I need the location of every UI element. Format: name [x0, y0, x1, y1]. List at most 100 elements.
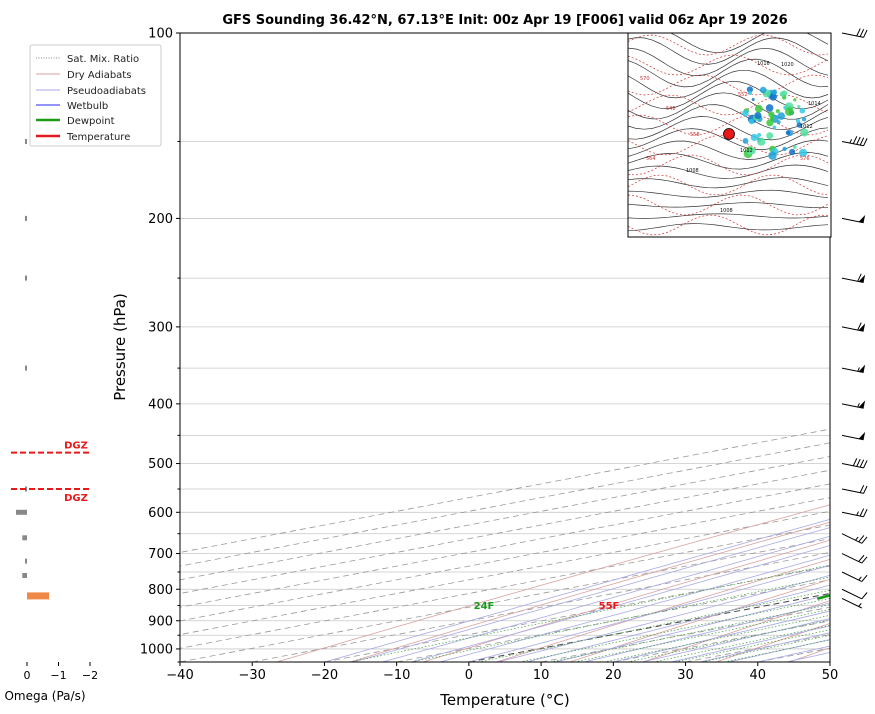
omega-bar [16, 509, 27, 515]
wind-barb-full [859, 137, 865, 146]
wind-barb-full [863, 509, 868, 517]
dgz-label: DGZ [64, 441, 88, 452]
map-precip [789, 148, 796, 156]
map-isobar-label: 1020 [781, 62, 794, 68]
map-precip [801, 117, 807, 122]
map-precip [768, 151, 777, 160]
map-isobar [628, 47, 829, 76]
wind-barb-full [861, 536, 868, 544]
y-tick-label: 600 [148, 506, 173, 521]
surface-temperature-label: 55F [599, 601, 620, 612]
x-tick-label: −30 [239, 668, 266, 683]
x-tick-label: 10 [533, 668, 550, 683]
y-tick-label: 1000 [140, 642, 173, 657]
map-precip [754, 111, 762, 120]
skewt-background-lines [180, 33, 830, 662]
wind-barb [841, 485, 868, 494]
mixing-ratio-line [411, 576, 830, 662]
mixing-ratio-line [550, 604, 830, 662]
map-isobar [628, 80, 829, 110]
wind-barb-shaft [841, 598, 863, 609]
wind-barb-full [861, 556, 868, 564]
isotherm-line [180, 510, 830, 636]
map-isobar [628, 177, 829, 189]
map-precip [757, 137, 766, 146]
wind-barb-shaft [841, 588, 863, 600]
mixing-ratio-line [653, 624, 830, 662]
omega-tick-label: −2 [82, 669, 98, 682]
wind-barb-half [855, 536, 859, 541]
x-tick-label: −10 [383, 668, 410, 683]
wind-barb-shaft [841, 217, 864, 224]
pseudoadiabat-line [526, 584, 830, 662]
map-precip [785, 130, 791, 135]
map-isobar [628, 164, 829, 179]
omega-bar [22, 573, 27, 578]
map-isobar [628, 104, 829, 131]
map-thickness [628, 134, 829, 156]
map-thickness-label: 576 [800, 156, 810, 162]
map-thickness-label: 558 [690, 132, 700, 138]
wind-barb [841, 214, 866, 224]
wind-barb-half [849, 139, 853, 144]
map-precip [766, 119, 774, 127]
plot-frame [179, 32, 831, 663]
y-tick-label: 500 [148, 457, 173, 472]
wind-barb-shaft [841, 571, 863, 583]
pseudoadiabat-line [584, 602, 830, 662]
wind-barb-flag [858, 214, 866, 223]
wind-barb [841, 273, 866, 283]
wind-barb-half [856, 511, 859, 516]
map-isobar [628, 223, 829, 232]
mixing-ratio-line [701, 634, 830, 662]
y-tick-label: 300 [148, 320, 173, 335]
wind-barb-full [859, 485, 865, 493]
isotherm-line [180, 456, 830, 581]
pseudoadiabat-line [382, 535, 830, 662]
wind-barb-full [863, 29, 868, 38]
wind-barb-full [859, 29, 865, 37]
isotherm-line [252, 552, 830, 662]
wind-barb [841, 533, 868, 544]
dry-adiabat-line [569, 578, 830, 662]
legend-mixing-ratio: Sat. Mix. Ratio [67, 54, 139, 65]
wind-barb [841, 553, 868, 564]
omega-bar [25, 365, 27, 371]
legend-dry-adiabats: Dry Adiabats [67, 70, 131, 81]
wind-barb-flag [858, 364, 866, 373]
map-thickness-label: 552 [738, 92, 748, 98]
wind-barb [841, 400, 866, 409]
wind-barb-full [863, 485, 868, 494]
wind-barb-full [858, 535, 865, 543]
wind-barb-shaft [841, 367, 864, 373]
map-precip [754, 104, 763, 113]
inset-map: 1020 1016 1014 1012 1008 1008 1012 570 546 558 564… [627, 32, 832, 238]
x-tick-label: 50 [822, 668, 839, 683]
wind-barb [841, 588, 868, 600]
wind-barb-full [859, 459, 865, 468]
wind-barb-flag [858, 323, 866, 332]
dry-adiabat-line [276, 504, 830, 662]
wind-barb-full [863, 138, 868, 147]
map-isobar-label: 1008 [686, 168, 699, 174]
wind-barb [841, 431, 866, 441]
map-precip [799, 148, 808, 157]
wind-barb [841, 508, 868, 518]
map-precip [747, 90, 753, 95]
wind-barb-full [861, 592, 868, 600]
wind-barb-flag [858, 431, 866, 440]
map-thickness-label: 570 [640, 76, 650, 82]
legend-wetbulb: Wetbulb [67, 101, 108, 112]
legend: Sat. Mix. Ratio Dry Adiabats Pseudoadiab… [29, 44, 162, 147]
map-precip [799, 107, 806, 114]
map-precip [775, 109, 780, 114]
omega-axis-label: Omega (Pa/s) [4, 689, 85, 703]
wind-barb [841, 364, 866, 373]
map-precip [793, 98, 797, 102]
mixing-ratio-line [349, 564, 830, 662]
isotherm-line [180, 497, 830, 622]
y-tick-label: 900 [148, 614, 173, 629]
map-isobar [628, 116, 829, 141]
wind-barb-shaft [841, 488, 864, 494]
